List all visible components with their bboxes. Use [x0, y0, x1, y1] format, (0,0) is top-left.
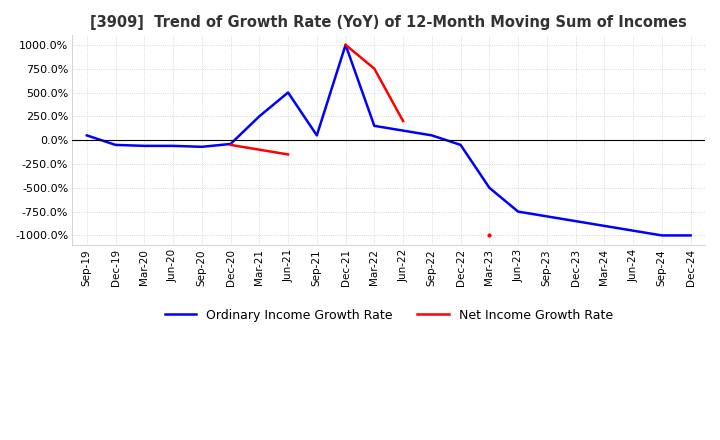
- Ordinary Income Growth Rate: [485, 185, 494, 191]
- Ordinary Income Growth Rate: [312, 133, 321, 138]
- Legend: Ordinary Income Growth Rate, Net Income Growth Rate: Ordinary Income Growth Rate, Net Income …: [160, 304, 618, 327]
- Ordinary Income Growth Rate: [543, 214, 552, 219]
- Line: Ordinary Income Growth Rate: Ordinary Income Growth Rate: [87, 45, 690, 235]
- Title: [3909]  Trend of Growth Rate (YoY) of 12-Month Moving Sum of Incomes: [3909] Trend of Growth Rate (YoY) of 12-…: [90, 15, 687, 30]
- Ordinary Income Growth Rate: [657, 233, 666, 238]
- Ordinary Income Growth Rate: [140, 143, 148, 149]
- Ordinary Income Growth Rate: [571, 219, 580, 224]
- Ordinary Income Growth Rate: [111, 142, 120, 147]
- Ordinary Income Growth Rate: [428, 133, 436, 138]
- Ordinary Income Growth Rate: [197, 144, 206, 150]
- Ordinary Income Growth Rate: [168, 143, 177, 149]
- Ordinary Income Growth Rate: [456, 142, 465, 147]
- Ordinary Income Growth Rate: [255, 114, 264, 119]
- Ordinary Income Growth Rate: [600, 223, 608, 228]
- Ordinary Income Growth Rate: [629, 228, 637, 233]
- Ordinary Income Growth Rate: [686, 233, 695, 238]
- Ordinary Income Growth Rate: [83, 133, 91, 138]
- Ordinary Income Growth Rate: [514, 209, 523, 214]
- Ordinary Income Growth Rate: [370, 123, 379, 128]
- Ordinary Income Growth Rate: [226, 141, 235, 147]
- Ordinary Income Growth Rate: [399, 128, 408, 133]
- Line: Net Income Growth Rate: Net Income Growth Rate: [230, 145, 288, 154]
- Net Income Growth Rate: [255, 147, 264, 152]
- Ordinary Income Growth Rate: [341, 42, 350, 48]
- Net Income Growth Rate: [284, 152, 292, 157]
- Net Income Growth Rate: [226, 142, 235, 147]
- Ordinary Income Growth Rate: [284, 90, 292, 95]
